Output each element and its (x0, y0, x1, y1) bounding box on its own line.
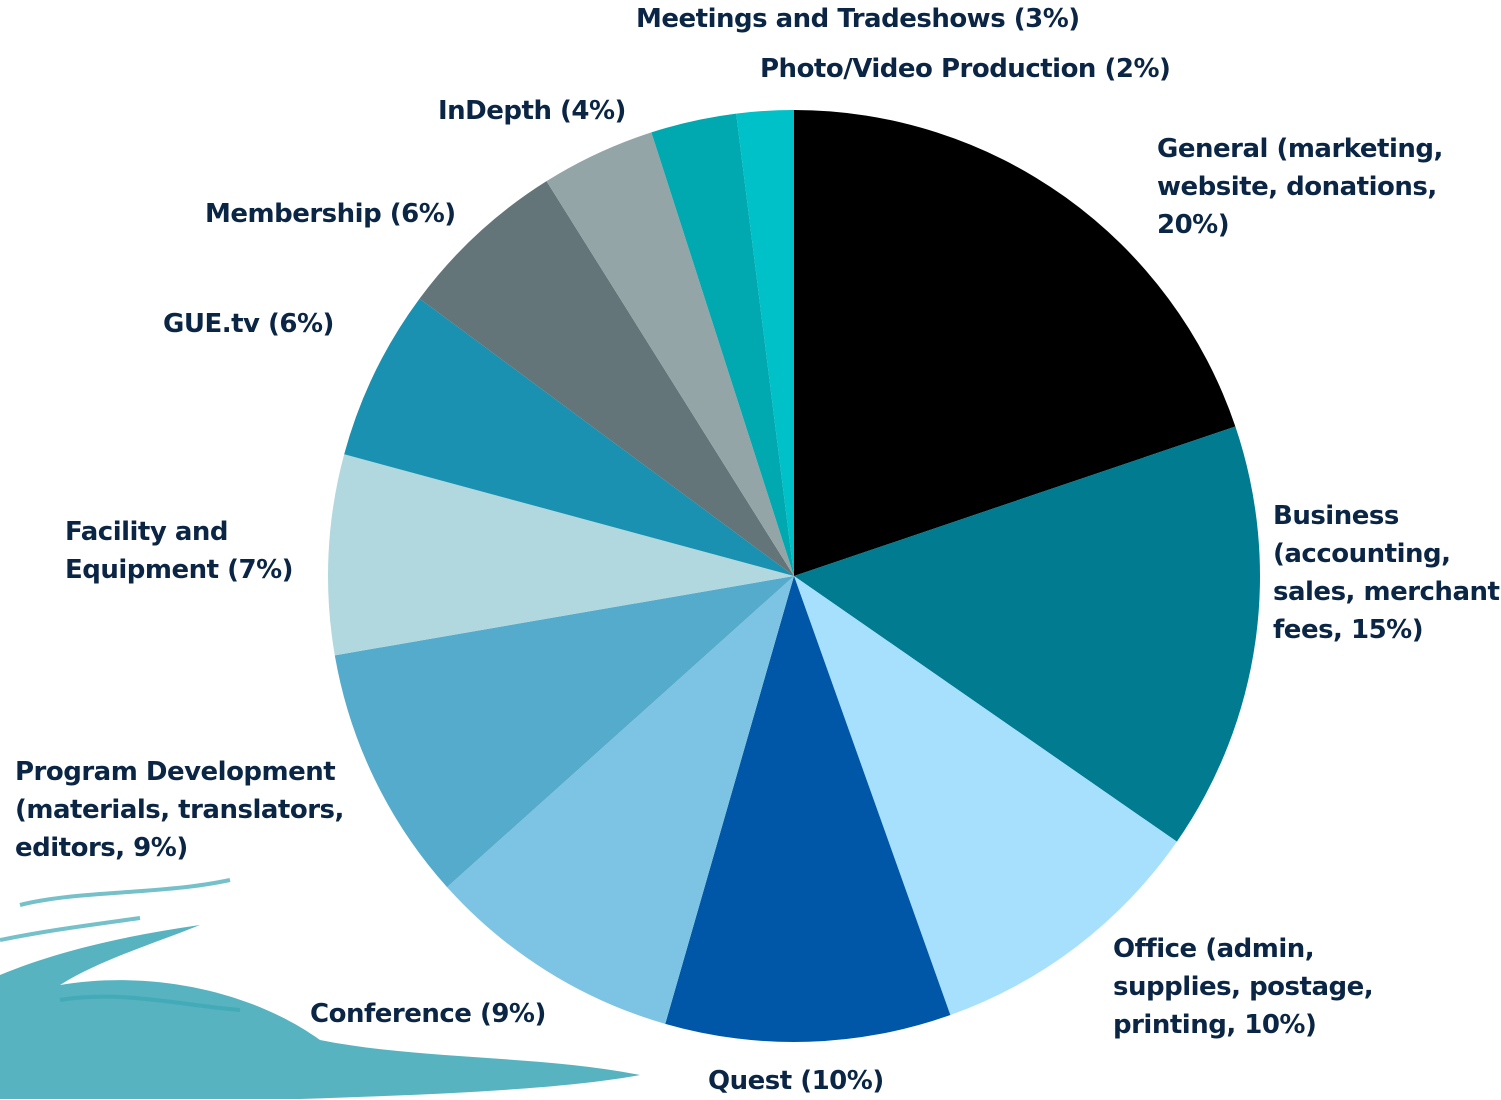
slice-label: Office (admin, supplies, postage, printi… (1113, 930, 1393, 1044)
slice-label: Business (accounting, sales, merchant fe… (1273, 497, 1501, 649)
slice-label: Photo/Video Production (2%) (760, 50, 1240, 88)
slice-label: Conference (9%) (310, 995, 610, 1033)
slice-label: General (marketing, website, donations, … (1157, 130, 1487, 244)
slice-label: Program Development (materials, translat… (15, 753, 360, 867)
slice-label: GUE.tv (6%) (163, 305, 413, 343)
slice-label: Facility and Equipment (7%) (65, 513, 310, 589)
slice-label: Quest (10%) (708, 1062, 1008, 1100)
slice-label: Membership (6%) (205, 195, 505, 233)
slice-label: InDepth (4%) (438, 92, 688, 130)
slice-label: Meetings and Tradeshows (3%) (636, 0, 1136, 38)
page: (() => { const data = JSON.parse(documen… (0, 0, 1501, 1099)
